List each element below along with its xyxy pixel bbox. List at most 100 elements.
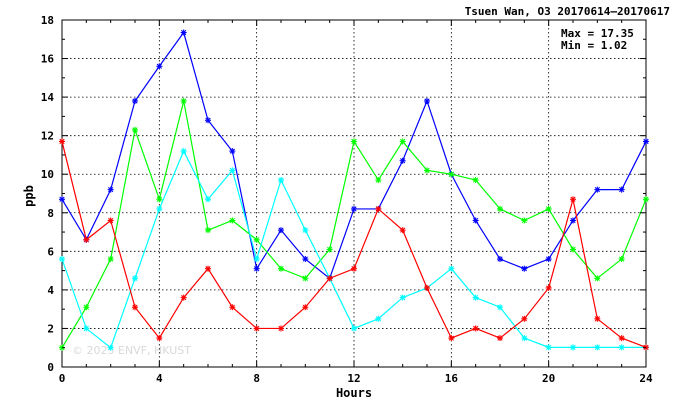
data-point xyxy=(180,29,187,36)
data-point xyxy=(643,196,649,203)
data-point xyxy=(448,265,455,272)
data-point xyxy=(229,217,236,224)
data-point xyxy=(497,205,503,212)
series-1 xyxy=(59,29,649,282)
y-tick-label: 2 xyxy=(47,322,54,335)
data-point xyxy=(278,265,284,272)
data-point xyxy=(107,344,114,351)
data-point xyxy=(302,275,309,282)
data-point xyxy=(570,344,576,351)
data-point xyxy=(302,304,309,311)
data-point xyxy=(594,186,601,193)
data-point xyxy=(132,97,138,104)
x-tick-label: 16 xyxy=(445,372,459,385)
data-point xyxy=(545,284,552,291)
data-point xyxy=(351,205,357,212)
data-point xyxy=(156,335,163,342)
data-point xyxy=(229,148,236,155)
data-point xyxy=(618,344,625,351)
data-point xyxy=(326,246,333,253)
data-point xyxy=(351,325,357,332)
max-label: Max = 17.35 xyxy=(561,27,634,40)
data-point xyxy=(399,294,406,301)
data-point xyxy=(497,256,503,263)
data-point xyxy=(545,205,552,212)
data-point xyxy=(424,97,430,104)
x-tick-label: 12 xyxy=(347,372,360,385)
y-tick-label: 6 xyxy=(47,245,54,258)
data-point xyxy=(618,186,625,193)
data-point xyxy=(302,227,309,234)
data-point xyxy=(205,227,211,234)
data-point xyxy=(132,304,138,311)
data-point xyxy=(594,344,601,351)
data-point xyxy=(83,236,90,243)
min-label: Min = 1.02 xyxy=(561,39,627,52)
series-2 xyxy=(59,97,649,351)
data-point xyxy=(351,265,357,272)
data-point xyxy=(205,265,211,272)
y-tick-label: 12 xyxy=(41,130,54,143)
x-tick-label: 4 xyxy=(156,372,163,385)
x-tick-label: 8 xyxy=(253,372,260,385)
data-point xyxy=(107,256,114,263)
y-tick-label: 10 xyxy=(41,168,54,181)
x-tick-label: 24 xyxy=(639,372,653,385)
data-point xyxy=(570,246,576,253)
data-point xyxy=(83,325,90,332)
y-tick-label: 18 xyxy=(41,14,54,27)
grid-lines xyxy=(62,20,646,367)
data-point xyxy=(205,196,211,203)
data-point xyxy=(643,138,649,145)
data-point xyxy=(521,315,528,322)
data-point xyxy=(180,97,187,104)
data-point xyxy=(570,196,576,203)
x-tick-label: 0 xyxy=(59,372,66,385)
data-point xyxy=(424,167,430,174)
y-axis-label: ppb xyxy=(22,185,36,207)
x-axis-label: Hours xyxy=(336,386,372,400)
data-point xyxy=(180,294,187,301)
data-point xyxy=(59,138,65,145)
data-point xyxy=(351,138,357,145)
data-point xyxy=(594,315,601,322)
data-point xyxy=(618,256,625,263)
data-point xyxy=(107,186,114,193)
data-point xyxy=(205,117,211,124)
data-point xyxy=(472,217,479,224)
data-point xyxy=(497,304,503,311)
y-tick-label: 14 xyxy=(41,91,55,104)
data-point xyxy=(156,63,163,70)
y-tick-label: 16 xyxy=(41,53,55,66)
data-point xyxy=(132,275,138,282)
data-point xyxy=(59,196,65,203)
data-point xyxy=(180,148,187,155)
series-4 xyxy=(59,138,649,351)
data-point xyxy=(375,315,382,322)
watermark-text: © 2025 ENVF, HKUST xyxy=(72,344,191,357)
y-tick-label: 0 xyxy=(47,361,54,374)
data-point xyxy=(253,256,260,263)
data-point xyxy=(472,177,479,184)
data-point xyxy=(448,171,455,178)
data-point xyxy=(107,217,114,224)
data-point xyxy=(594,275,601,282)
data-point xyxy=(253,236,260,243)
chart-title: Tsuen Wan, O3 20170614—20170617 xyxy=(465,5,670,18)
data-point xyxy=(278,177,284,184)
data-point xyxy=(424,284,430,291)
data-point xyxy=(448,335,455,342)
x-tick-label: 20 xyxy=(542,372,555,385)
data-point xyxy=(83,304,90,311)
data-point xyxy=(156,196,163,203)
data-point xyxy=(545,256,552,263)
data-point xyxy=(521,265,528,272)
data-point xyxy=(156,205,163,212)
data-point xyxy=(521,217,528,224)
y-tick-label: 8 xyxy=(47,207,54,220)
data-point xyxy=(497,335,503,342)
data-point xyxy=(545,344,552,351)
data-point xyxy=(59,256,65,263)
data-point xyxy=(375,177,382,184)
